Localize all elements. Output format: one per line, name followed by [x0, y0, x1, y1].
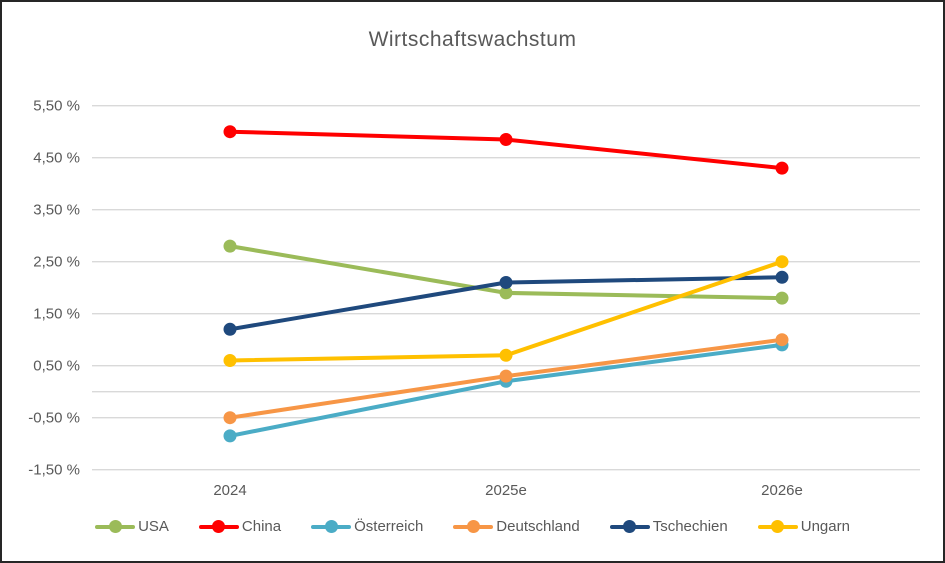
data-point-ungarn-2026e [775, 255, 789, 269]
legend-label: Ungarn [800, 518, 850, 535]
data-point-usa-2026e [775, 291, 789, 305]
data-point-china-2024 [223, 125, 237, 139]
legend-marker-icon [198, 520, 239, 533]
data-point-china-2026e [775, 161, 789, 175]
y-axis-tick-label: -1,50 % [28, 462, 80, 479]
legend-marker-icon [757, 520, 798, 533]
data-point-tschechien-2024 [223, 322, 237, 336]
y-axis-tick-label: 5,50 % [33, 98, 80, 115]
legend-item-deutschland: Deutschland [453, 518, 580, 535]
data-point-deutschland-2026e [775, 333, 789, 347]
legend-label: China [241, 518, 282, 535]
chart-legend: USA China Österreich Deutschland Tschechien U… [2, 518, 943, 535]
y-axis-tick-label: 3,50 % [33, 202, 80, 219]
y-axis-tick-label: 4,50 % [33, 150, 80, 167]
legend-label: Tschechien [652, 518, 728, 535]
y-axis-tick-label: 1,50 % [33, 306, 80, 323]
x-axis-category-label: 2024 [213, 482, 246, 499]
legend-label: Österreich [354, 518, 424, 535]
data-point-deutschland-2025e [499, 369, 513, 383]
legend-item-usa: USA [95, 518, 169, 535]
legend-marker-icon [453, 520, 494, 533]
legend-label: USA [138, 518, 169, 535]
data-point-china-2025e [499, 133, 513, 146]
chart-title: Wirtschaftswachstum [368, 28, 577, 51]
legend-marker-icon [311, 520, 352, 533]
data-point-usa-2024 [223, 239, 237, 253]
legend-item-oesterreich: Österreich [311, 518, 423, 535]
data-point-usa-2025e [499, 286, 513, 300]
legend-marker-icon [609, 520, 650, 533]
data-point-deutschland-2024 [223, 411, 237, 425]
x-axis-category-label: 2026e [761, 482, 803, 499]
data-point-tschechien-2025e [499, 276, 513, 289]
y-axis-tick-label: -0,50 % [28, 410, 80, 427]
data-point-ungarn-2025e [499, 348, 513, 362]
data-point-tschechien-2026e [775, 270, 789, 284]
y-axis-tick-label: 0,50 % [33, 358, 80, 375]
legend-marker-icon [95, 520, 136, 533]
x-axis-category-label: 2025e [485, 482, 527, 499]
legend-item-china: China [198, 518, 282, 535]
legend-item-tschechien: Tschechien [609, 518, 728, 535]
legend-label: Deutschland [496, 518, 580, 535]
data-point-ungarn-2024 [223, 354, 237, 367]
data-point-oesterreich-2024 [223, 429, 237, 443]
y-axis-tick-label: 2,50 % [33, 254, 80, 271]
legend-item-ungarn: Ungarn [757, 518, 850, 535]
